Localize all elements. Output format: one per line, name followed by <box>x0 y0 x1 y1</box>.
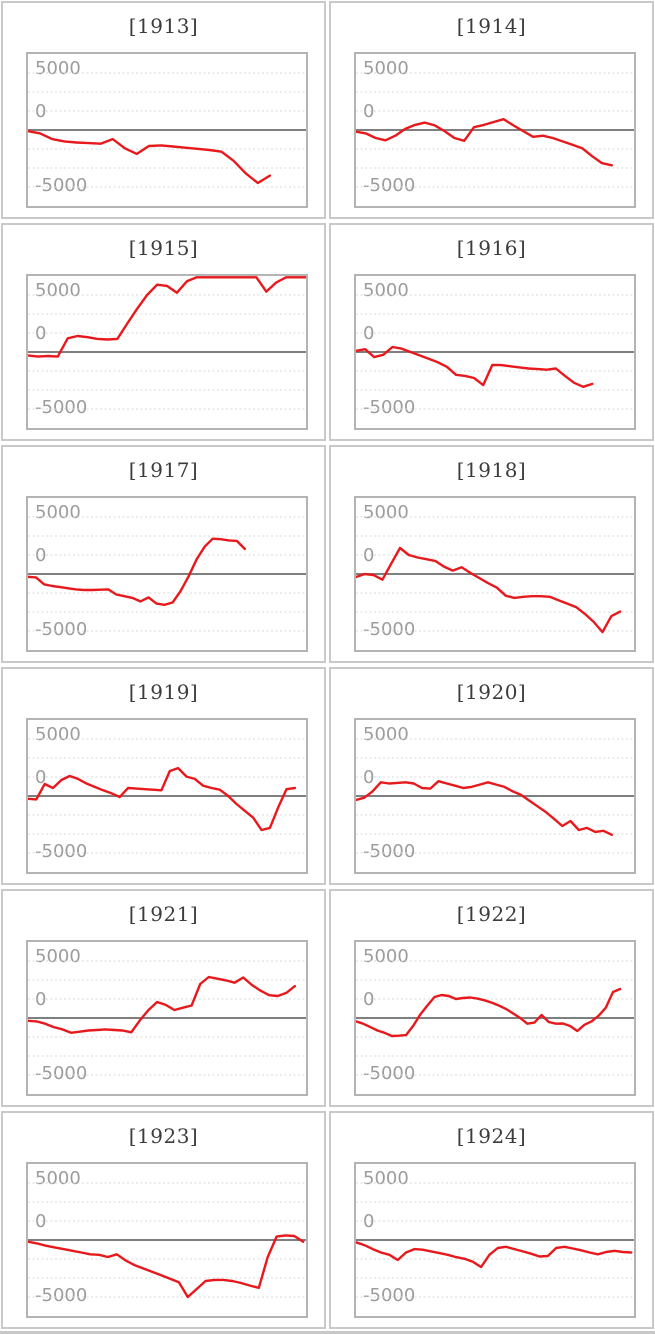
plot-area-1923: 5000 0 -5000 <box>26 1162 308 1318</box>
data-series-line-1920 <box>356 780 614 837</box>
chart-title-1922: [1922] <box>456 902 527 926</box>
y-tick-label-5000: 5000 <box>35 724 81 745</box>
line-chart-svg-1913 <box>28 72 306 188</box>
y-tick-label--5000: -5000 <box>363 175 416 196</box>
line-chart-svg-1923 <box>28 1182 306 1299</box>
data-series-line-1915 <box>28 276 306 358</box>
chart-cell-1924: [1924] 5000 0 -5000 <box>329 1111 654 1329</box>
chart-cell-1916: [1916] 5000 0 -5000 <box>329 223 654 441</box>
chart-title-1918: [1918] <box>456 458 527 482</box>
line-chart-svg-1915 <box>28 276 306 410</box>
plot-area-1913: 5000 0 -5000 <box>26 52 308 208</box>
chart-cell-1918: [1918] 5000 0 -5000 <box>329 445 654 663</box>
plot-area-1922: 5000 0 -5000 <box>354 940 636 1096</box>
y-tick-label--5000: -5000 <box>363 1063 416 1084</box>
y-tick-label--5000: -5000 <box>363 1285 416 1306</box>
line-chart-svg-1924 <box>356 1182 634 1298</box>
chart-cell-1915: [1915] 5000 0 -5000 <box>1 223 326 441</box>
chart-title-1913: [1913] <box>128 14 199 38</box>
y-tick-label-0: 0 <box>363 323 375 344</box>
bottom-divider-bar <box>0 1331 655 1334</box>
y-tick-label-5000: 5000 <box>363 1168 409 1189</box>
chart-cell-1921: [1921] 5000 0 -5000 <box>1 889 326 1107</box>
plot-area-1917: 5000 0 -5000 <box>26 496 308 652</box>
chart-title-1915: [1915] <box>128 236 199 260</box>
data-series-line-1924 <box>356 1241 633 1269</box>
y-tick-label-5000: 5000 <box>363 502 409 523</box>
y-tick-label--5000: -5000 <box>35 1063 88 1084</box>
data-series-line-1922 <box>356 987 622 1038</box>
y-tick-label-0: 0 <box>35 101 47 122</box>
y-tick-label-0: 0 <box>35 989 47 1010</box>
chart-title-1919: [1919] <box>128 680 199 704</box>
y-tick-label-0: 0 <box>363 1211 375 1232</box>
data-series-line-1918 <box>356 546 622 634</box>
chart-cell-1913: [1913] 5000 0 -5000 <box>1 1 326 219</box>
plot-area-1920: 5000 0 -5000 <box>354 718 636 874</box>
y-tick-label-5000: 5000 <box>35 280 81 301</box>
chart-title-1920: [1920] <box>456 680 527 704</box>
y-tick-label-0: 0 <box>35 1211 47 1232</box>
plot-area-1921: 5000 0 -5000 <box>26 940 308 1096</box>
y-tick-label-5000: 5000 <box>363 280 409 301</box>
y-tick-label-0: 0 <box>363 767 375 788</box>
y-tick-label--5000: -5000 <box>35 841 88 862</box>
plot-area-1918: 5000 0 -5000 <box>354 496 636 652</box>
y-tick-label-5000: 5000 <box>35 1168 81 1189</box>
y-tick-label-5000: 5000 <box>35 502 81 523</box>
chart-title-1914: [1914] <box>456 14 527 38</box>
plot-area-1916: 5000 0 -5000 <box>354 274 636 430</box>
y-tick-label-5000: 5000 <box>363 58 409 79</box>
y-tick-label--5000: -5000 <box>363 619 416 640</box>
data-series-line-1913 <box>28 129 272 185</box>
data-series-line-1921 <box>28 975 297 1035</box>
y-tick-label-5000: 5000 <box>363 724 409 745</box>
data-series-line-1916 <box>356 345 594 389</box>
chart-title-1923: [1923] <box>128 1124 199 1148</box>
line-chart-svg-1920 <box>356 738 634 854</box>
data-series-line-1919 <box>28 766 297 832</box>
line-chart-svg-1919 <box>28 738 306 854</box>
plot-area-1915: 5000 0 -5000 <box>26 274 308 430</box>
y-tick-label--5000: -5000 <box>35 1285 88 1306</box>
y-tick-label-0: 0 <box>363 989 375 1010</box>
y-tick-label-5000: 5000 <box>35 946 81 967</box>
y-tick-label-0: 0 <box>35 323 47 344</box>
y-tick-label--5000: -5000 <box>363 841 416 862</box>
y-tick-label-5000: 5000 <box>363 946 409 967</box>
plot-area-1919: 5000 0 -5000 <box>26 718 308 874</box>
chart-cell-1917: [1917] 5000 0 -5000 <box>1 445 326 663</box>
line-chart-svg-1918 <box>356 516 634 634</box>
y-tick-label--5000: -5000 <box>35 175 88 196</box>
y-tick-label-0: 0 <box>35 545 47 566</box>
line-chart-svg-1921 <box>28 960 306 1076</box>
line-chart-svg-1917 <box>28 516 306 632</box>
chart-cell-1923: [1923] 5000 0 -5000 <box>1 1111 326 1329</box>
plot-area-1924: 5000 0 -5000 <box>354 1162 636 1318</box>
y-tick-label-0: 0 <box>363 101 375 122</box>
y-tick-label--5000: -5000 <box>35 619 88 640</box>
line-chart-svg-1922 <box>356 960 634 1076</box>
chart-title-1924: [1924] <box>456 1124 527 1148</box>
data-series-line-1923 <box>28 1234 305 1299</box>
chart-cell-1920: [1920] 5000 0 -5000 <box>329 667 654 885</box>
chart-cell-1919: [1919] 5000 0 -5000 <box>1 667 326 885</box>
chart-title-1921: [1921] <box>128 902 199 926</box>
y-tick-label-0: 0 <box>35 767 47 788</box>
chart-title-1916: [1916] <box>456 236 527 260</box>
y-tick-label-5000: 5000 <box>35 58 81 79</box>
plot-area-1914: 5000 0 -5000 <box>354 52 636 208</box>
chart-cell-1914: [1914] 5000 0 -5000 <box>329 1 654 219</box>
y-tick-label-0: 0 <box>363 545 375 566</box>
chart-cell-1922: [1922] 5000 0 -5000 <box>329 889 654 1107</box>
data-series-line-1917 <box>28 537 247 607</box>
line-chart-svg-1914 <box>356 72 634 188</box>
y-tick-label--5000: -5000 <box>363 397 416 418</box>
y-tick-label--5000: -5000 <box>35 397 88 418</box>
data-series-line-1914 <box>356 117 614 167</box>
line-chart-svg-1916 <box>356 294 634 410</box>
chart-title-1917: [1917] <box>128 458 199 482</box>
